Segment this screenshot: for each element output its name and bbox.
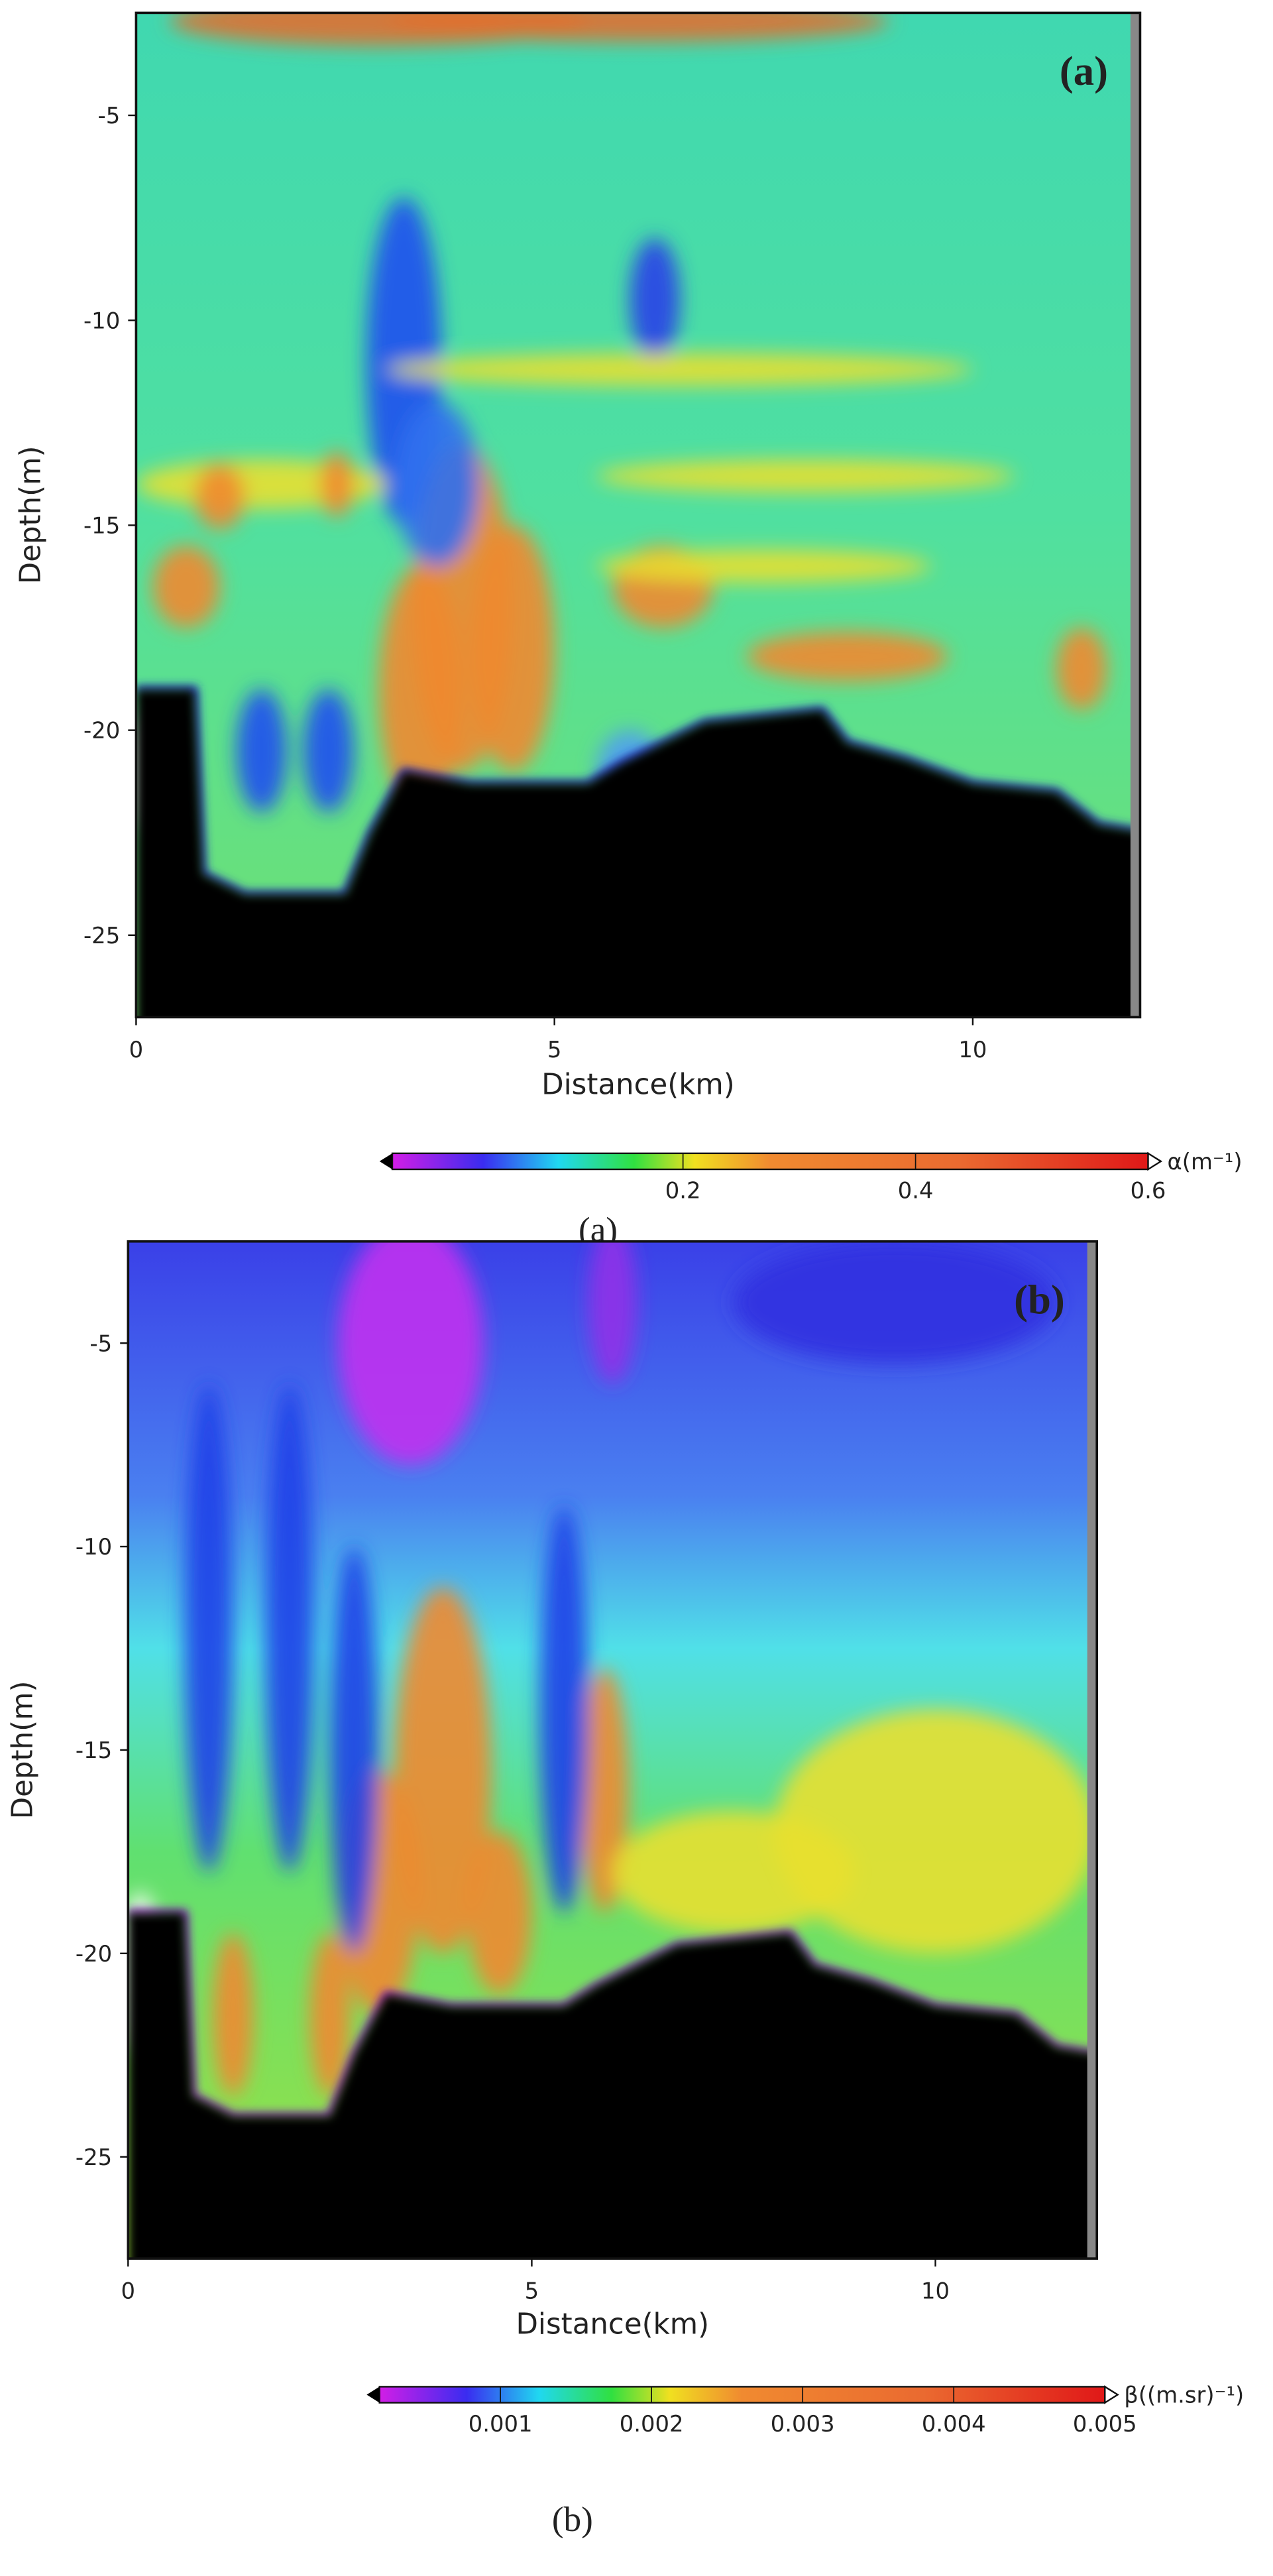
colorbar-tick-label: 0.003	[771, 2411, 835, 2437]
field-patch	[152, 546, 220, 628]
colorbar-label: α(m⁻¹)	[1168, 1149, 1243, 1175]
field-patch	[747, 632, 948, 681]
colorbar-tick-label: 0.2	[665, 1177, 701, 1203]
field-patch	[596, 550, 931, 583]
y-tick-label: -25	[83, 923, 120, 949]
colorbar-arrow	[366, 2386, 380, 2403]
field-patch	[1056, 627, 1107, 710]
x-tick-label: 10	[921, 2278, 950, 2304]
x-tick-label: 5	[547, 1037, 562, 1063]
colorbar-tick-label: 0.002	[620, 2411, 684, 2437]
field-patch	[467, 1831, 532, 1995]
colorbar-tick-label: 0.004	[922, 2411, 986, 2437]
field-patch	[394, 1587, 492, 1954]
panel-label: (b)	[1014, 1276, 1065, 1322]
field-patch	[580, 1669, 629, 1913]
colorbar-tick-label: 0.6	[1131, 1177, 1166, 1203]
x-tick-label: 0	[129, 1037, 144, 1063]
x-axis-label: Distance(km)	[516, 2308, 709, 2341]
edge-strip	[1087, 1241, 1097, 2259]
field-patch	[395, 402, 480, 567]
y-tick-label: -15	[83, 512, 120, 538]
field-patch	[630, 238, 681, 362]
y-tick-label: -25	[76, 2144, 112, 2170]
field-patch	[612, 1810, 855, 1934]
field-patch	[773, 1709, 1097, 1954]
colorbar-arrow	[379, 1153, 393, 1170]
seabed	[128, 1912, 1097, 2259]
y-axis-label: Depth(m)	[14, 446, 47, 585]
colorbar	[378, 2386, 1106, 2404]
seabed	[136, 689, 1140, 1018]
field-patch	[539, 1505, 588, 1913]
y-tick-label: -5	[98, 103, 121, 129]
colorbar-arrow	[1104, 2385, 1119, 2404]
y-axis-label: Depth(m)	[6, 1681, 39, 1820]
heatmap	[136, 13, 1140, 1018]
heatmap-field	[128, 1241, 1097, 2096]
y-tick-label: -10	[83, 308, 120, 333]
field-patch	[470, 525, 555, 772]
y-tick-label: -20	[76, 1941, 112, 1967]
colorbar	[391, 1152, 1149, 1171]
x-tick-label: 0	[121, 2278, 136, 2304]
caption: (b)	[552, 2500, 593, 2539]
field-patch	[329, 1547, 378, 1954]
colorbar-label: β((m.sr)⁻¹)	[1124, 2382, 1244, 2408]
y-tick-label: -5	[89, 1330, 112, 1356]
x-tick-label: 5	[525, 2278, 539, 2304]
y-tick-label: -20	[83, 718, 120, 744]
field-patch	[184, 1383, 233, 1873]
colorbar-tick-label: 0.4	[898, 1177, 934, 1203]
field-patch	[236, 689, 287, 813]
heatmap	[128, 1241, 1097, 2259]
colorbar-tick-label: 0.001	[469, 2411, 533, 2437]
y-tick-label: -10	[76, 1534, 112, 1560]
field-patch	[596, 459, 1015, 493]
field-patch	[213, 1933, 254, 2096]
field-patch	[265, 1383, 314, 1873]
panel-label: (a)	[1060, 48, 1108, 94]
colorbar-tick-label: 0.005	[1073, 2411, 1137, 2437]
field-patch	[303, 689, 354, 813]
y-tick-label: -15	[76, 1737, 112, 1763]
field-patch	[309, 1933, 351, 2096]
plot-frame	[135, 11, 1142, 1019]
field-patch	[387, 353, 973, 386]
field-patch	[588, 1241, 637, 1384]
field-patch	[733, 1241, 1057, 1364]
colorbar-arrow	[1147, 1151, 1163, 1171]
x-tick-label: 10	[958, 1037, 987, 1063]
field-patch	[338, 1241, 484, 1466]
field-patch	[320, 451, 354, 518]
field-patch	[378, 566, 463, 813]
x-axis-label: Distance(km)	[541, 1068, 735, 1101]
edge-strip	[1130, 13, 1140, 1018]
field-patch	[194, 463, 245, 530]
field-patch	[387, 13, 889, 42]
